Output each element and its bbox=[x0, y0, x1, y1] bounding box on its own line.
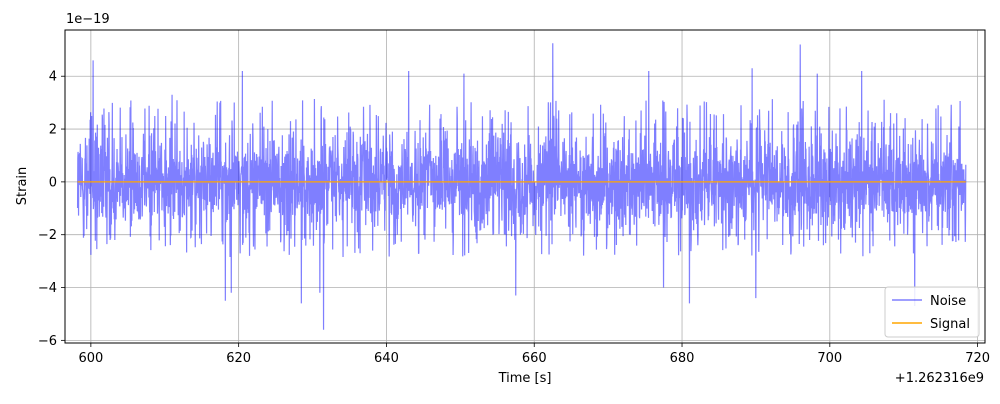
y-tick-label: −2 bbox=[38, 228, 57, 243]
ticks: 600 620 640 660 680 700 720 −6 −4 −2 0 2 4 bbox=[38, 70, 990, 366]
legend: Noise Signal bbox=[884, 286, 980, 338]
y-tick-label: −6 bbox=[38, 334, 57, 349]
x-tick-label: 640 bbox=[374, 351, 399, 366]
y-tick-label: −4 bbox=[38, 281, 57, 296]
x-axis-label: Time [s] bbox=[498, 371, 552, 386]
y-tick-label: 2 bbox=[49, 123, 57, 138]
legend-noise-label: Noise bbox=[930, 294, 966, 309]
y-tick-label: 4 bbox=[49, 70, 57, 85]
x-tick-label: 600 bbox=[78, 351, 103, 366]
x-tick-label: 680 bbox=[670, 351, 695, 366]
x-tick-label: 700 bbox=[817, 351, 842, 366]
noise-series-line bbox=[76, 43, 967, 330]
legend-signal-label: Signal bbox=[930, 317, 970, 332]
x-tick-label: 720 bbox=[965, 351, 990, 366]
x-tick-label: 660 bbox=[522, 351, 547, 366]
y-tick-label: 0 bbox=[49, 175, 57, 190]
x-offset-label: +1.262316e9 bbox=[895, 371, 984, 386]
y-scale-label: 1e−19 bbox=[66, 12, 110, 27]
y-axis-label: Strain bbox=[15, 167, 30, 206]
plot-area bbox=[76, 43, 967, 330]
x-tick-label: 620 bbox=[226, 351, 251, 366]
axes-frame bbox=[64, 29, 986, 344]
